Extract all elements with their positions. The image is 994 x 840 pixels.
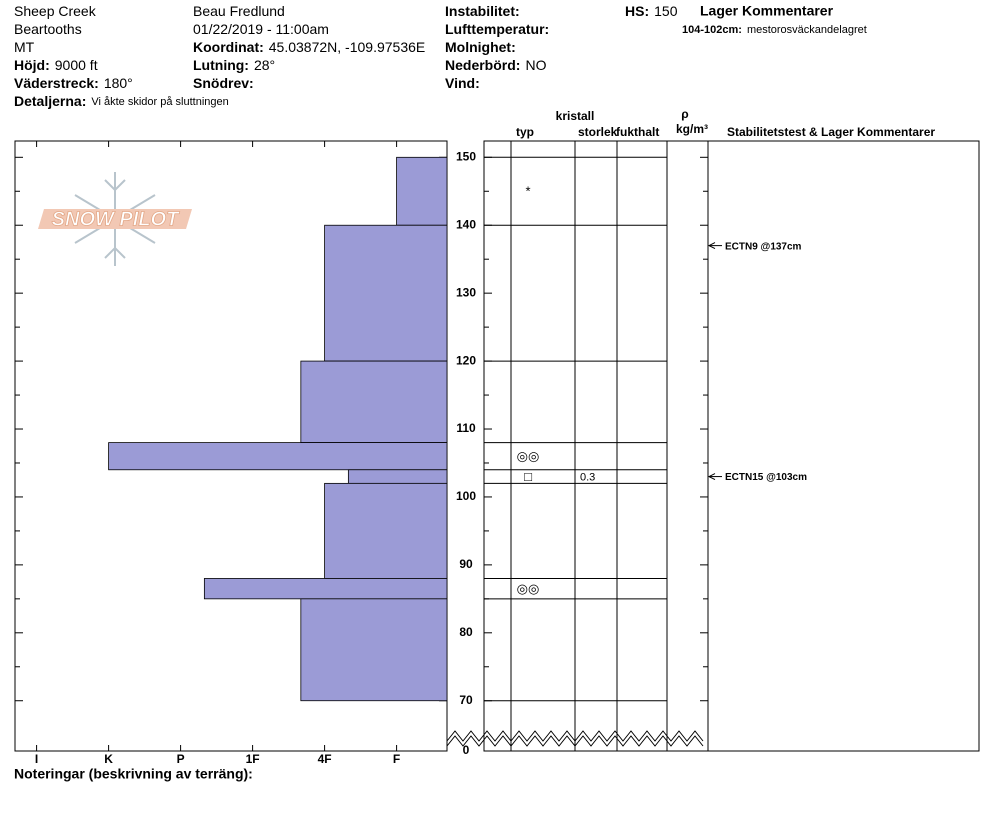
header-field: 104-102cm: mestorosväckandelagret bbox=[682, 24, 867, 36]
hardness-bar bbox=[203, 578, 448, 600]
hardness-bar bbox=[324, 224, 448, 362]
field-label: 104-102cm: bbox=[682, 24, 742, 36]
header-field: Nederbörd: NO bbox=[445, 57, 547, 73]
field-value: NO bbox=[525, 57, 546, 73]
x-tick-label: 1F bbox=[246, 752, 260, 766]
header-field: Vind: bbox=[445, 75, 480, 91]
field-label: Väderstreck: bbox=[14, 75, 99, 91]
axis-break bbox=[446, 735, 704, 747]
logo-band bbox=[38, 209, 192, 229]
column-header: ρ bbox=[681, 107, 688, 121]
x-tick-label: 4F bbox=[318, 752, 332, 766]
field-label: Lutning: bbox=[193, 57, 249, 73]
hardness-bar bbox=[108, 442, 448, 471]
x-tick-label: F bbox=[393, 752, 400, 766]
footer-note: Noteringar (beskrivning av terräng): bbox=[14, 766, 253, 782]
field-label: Instabilitet: bbox=[445, 3, 520, 19]
hardness-bar bbox=[324, 482, 448, 579]
column-header: typ bbox=[516, 125, 534, 139]
field-label: Nederbörd: bbox=[445, 57, 520, 73]
test-arrowhead bbox=[707, 473, 716, 481]
header-field: Beau Fredlund bbox=[193, 3, 285, 19]
field-label: Koordinat: bbox=[193, 39, 264, 55]
grain-type: * bbox=[525, 184, 530, 199]
test-label: ECTN15 @103cm bbox=[725, 472, 807, 483]
column-header: Stabilitetstest & Lager Kommentarer bbox=[727, 125, 935, 139]
y-tick-label: 150 bbox=[456, 149, 476, 163]
y-tick-label: 100 bbox=[456, 489, 476, 503]
column-header: fukthalt bbox=[616, 125, 659, 139]
y-tick-label: 80 bbox=[459, 625, 473, 639]
column-header: storlek bbox=[578, 125, 618, 139]
y-tick-label: 140 bbox=[456, 217, 476, 231]
header-field: Detaljerna: Vi åkte skidor på sluttningen bbox=[14, 93, 229, 109]
header-field: 01/22/2019 - 11:00am bbox=[193, 21, 329, 37]
grain-type: ◎◎ bbox=[517, 581, 540, 596]
field-value: 01/22/2019 - 11:00am bbox=[193, 21, 329, 37]
y-tick-label: 110 bbox=[456, 421, 476, 435]
header-field: Lutning: 28° bbox=[193, 57, 275, 73]
header-field: Snödrev: bbox=[193, 75, 254, 91]
y-tick-label: 70 bbox=[459, 693, 473, 707]
hardness-bar bbox=[300, 598, 448, 702]
test-label: ECTN9 @137cm bbox=[725, 241, 802, 252]
field-value: 150 bbox=[654, 3, 678, 19]
grain-type: ◎◎ bbox=[517, 449, 540, 464]
axis-break bbox=[446, 730, 704, 742]
y-tick-label: 90 bbox=[459, 557, 473, 571]
header-field: Molnighet: bbox=[445, 39, 516, 55]
y-tick-label: 120 bbox=[456, 353, 476, 367]
field-value: Sheep Creek bbox=[14, 3, 97, 19]
field-value: 180° bbox=[104, 75, 133, 91]
logo-text: SNOW PILOT bbox=[52, 208, 180, 230]
header-field: Höjd: 9000 ft bbox=[14, 57, 98, 73]
layer-panel-frame bbox=[483, 140, 980, 752]
field-value: MT bbox=[14, 39, 35, 55]
x-tick-label: P bbox=[177, 752, 185, 766]
header-field: Sheep Creek bbox=[14, 3, 97, 19]
field-label: HS: bbox=[625, 3, 649, 19]
test-arrowhead bbox=[707, 242, 716, 250]
field-label: Vind: bbox=[445, 75, 480, 91]
field-value: Beartooths bbox=[14, 21, 82, 37]
layer-comments-title: Lager Kommentarer bbox=[700, 3, 834, 19]
field-value: mestorosväckandelagret bbox=[747, 24, 867, 36]
header-field: Koordinat: 45.03872N, -109.97536E bbox=[193, 39, 425, 55]
field-label: Höjd: bbox=[14, 57, 50, 73]
y-tick-label: 130 bbox=[456, 285, 476, 299]
column-header: kg/m³ bbox=[676, 122, 708, 136]
header-field: MT bbox=[14, 39, 35, 55]
field-value: Beau Fredlund bbox=[193, 3, 285, 19]
y-tick-label: 0 bbox=[463, 743, 470, 757]
field-label: Molnighet: bbox=[445, 39, 516, 55]
header-field: Lufttemperatur: bbox=[445, 21, 549, 37]
hardness-bar bbox=[347, 469, 448, 484]
column-header: kristall bbox=[556, 109, 595, 123]
hardness-bar bbox=[396, 156, 448, 226]
field-value: Vi åkte skidor på sluttningen bbox=[91, 96, 228, 108]
x-tick-label: K bbox=[104, 752, 113, 766]
header-field: Instabilitet: bbox=[445, 3, 520, 19]
grain-type: □ bbox=[524, 469, 532, 484]
field-label: Detaljerna: bbox=[14, 93, 86, 109]
header-field: HS: 150 bbox=[625, 3, 678, 19]
header-field: Beartooths bbox=[14, 21, 82, 37]
header-field: Väderstreck: 180° bbox=[14, 75, 133, 91]
field-value: 45.03872N, -109.97536E bbox=[269, 39, 425, 55]
field-label: Lufttemperatur: bbox=[445, 21, 549, 37]
field-label: Snödrev: bbox=[193, 75, 254, 91]
field-value: 28° bbox=[254, 57, 275, 73]
hardness-bar bbox=[300, 360, 448, 444]
grain-size: 0.3 bbox=[580, 471, 595, 483]
x-tick-label: I bbox=[35, 752, 38, 766]
field-value: 9000 ft bbox=[55, 57, 98, 73]
